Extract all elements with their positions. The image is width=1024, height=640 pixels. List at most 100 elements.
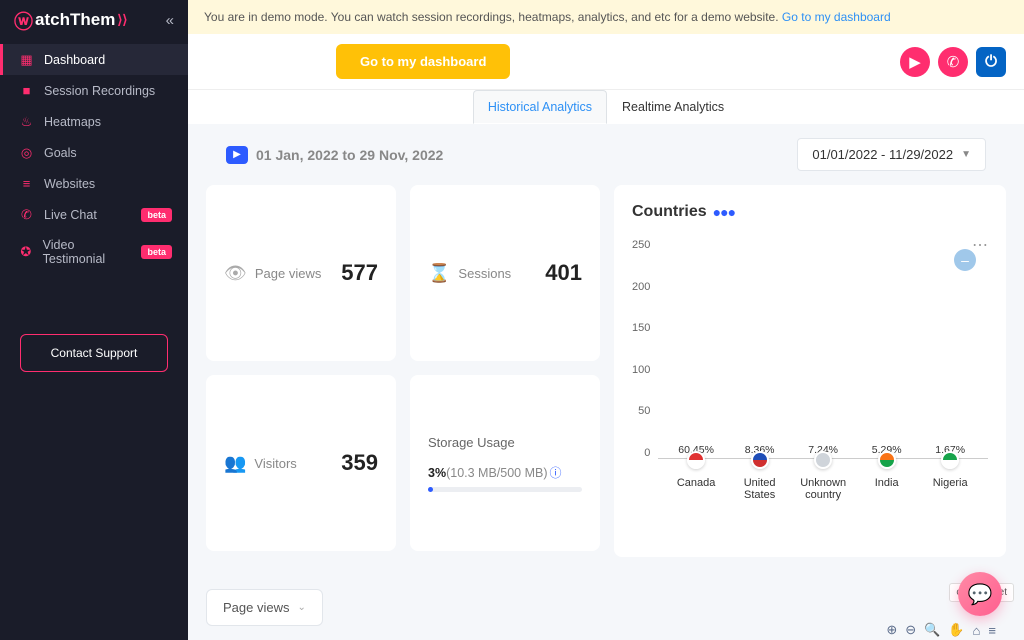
call-icon[interactable]: ✆	[938, 47, 968, 77]
sessions-value: 401	[545, 260, 582, 286]
zoom-out-icon[interactable]: ⊖	[905, 622, 916, 638]
countries-card: Countries ●●● ⋯ – 250200150100500 60.45%…	[614, 185, 1006, 557]
visitors-card: 👥 Visitors 359	[206, 375, 396, 551]
zoom-in-icon[interactable]: ⊕	[886, 622, 897, 638]
tab-historical-analytics[interactable]: Historical Analytics	[473, 90, 607, 124]
loading-dots-icon: ●●●	[713, 204, 735, 220]
chart-bar[interactable]: 5.29%	[859, 444, 915, 458]
flag-icon	[687, 451, 705, 469]
logo-icon: ⓦ	[14, 7, 33, 34]
menu-icon[interactable]: ≡	[988, 623, 996, 638]
chart-title-row: Countries ●●●	[632, 203, 988, 221]
stat-label: 👁 Page views	[224, 263, 321, 284]
x-axis-label: United States	[732, 477, 788, 501]
x-axis-label: India	[859, 477, 915, 501]
storage-detail: (10.3 MB/500 MB)	[446, 466, 547, 480]
sidebar-item-goals[interactable]: ◎ Goals	[0, 137, 188, 168]
chart-bar[interactable]: 7.24%	[795, 444, 851, 458]
page-views-value: 577	[341, 260, 378, 286]
chart-bar[interactable]: 8.36%	[732, 444, 788, 458]
top-icons: ▶ ✆ ⏻	[900, 47, 1006, 77]
hand-icon[interactable]: ✋	[948, 622, 964, 638]
sidebar-item-live-chat[interactable]: ✆Live Chatbeta	[0, 199, 188, 230]
page-views-card: 👁 Page views 577	[206, 185, 396, 361]
logo[interactable]: ⓦatchThem⟩⟩	[14, 7, 127, 34]
sidebar-item-dashboard[interactable]: ▦Dashboard	[0, 44, 188, 75]
x-axis-label: Canada	[668, 477, 724, 501]
go-to-dashboard-button[interactable]: Go to my dashboard	[336, 44, 510, 79]
eye-icon: 👁	[224, 263, 247, 284]
date-range-picker[interactable]: 01/01/2022 - 11/29/2022 ▼	[797, 138, 986, 171]
storage-title: Storage Usage	[428, 435, 582, 450]
analytics-tabs: Historical Analytics Realtime Analytics	[473, 90, 739, 124]
chat-widget-button[interactable]: 💬	[958, 572, 1002, 616]
x-axis-label: Unknown country	[795, 477, 851, 501]
play-badge-icon[interactable]: ▶	[226, 146, 248, 164]
visitors-value: 359	[341, 450, 378, 476]
chevron-down-icon: ▼	[961, 149, 971, 160]
flag-icon	[941, 451, 959, 469]
date-range-label: 01 Jan, 2022 to 29 Nov, 2022	[256, 147, 443, 163]
visitors-label: Visitors	[254, 456, 296, 471]
sidebar-item-label: Goals	[44, 146, 77, 160]
metric-select-label: Page views	[223, 600, 289, 615]
chart-area: 250200150100500 60.45% 8.36% 7.24% 5.29% 1.6…	[632, 239, 988, 459]
sidebar-item-session-recordings[interactable]: ■ Session Recordings	[0, 75, 188, 106]
server-icon: ≡	[19, 176, 34, 191]
sidebar-nav: ▦Dashboard ■ Session Recordings ♨Heatmaps…	[0, 40, 188, 274]
stat-label: 👥 Visitors	[224, 453, 297, 474]
sidebar-item-label: Websites	[44, 177, 95, 191]
sidebar-item-label: Heatmaps	[44, 115, 101, 129]
top-actions: Go to my dashboard ▶ ✆ ⏻	[188, 34, 1024, 89]
home-icon[interactable]: ⌂	[973, 623, 981, 638]
dashboard-icon: ▦	[19, 52, 34, 67]
content: 👁 Page views 577 ⌛ Sessions 401 👥 Visitors …	[188, 185, 1024, 575]
chat-icon: ✆	[19, 207, 34, 222]
metric-select[interactable]: Page views ⌄	[206, 589, 323, 626]
logo-row: ⓦatchThem⟩⟩ «	[0, 0, 188, 40]
brand-text: atchThem	[35, 10, 115, 30]
contact-support-button[interactable]: Contact Support	[20, 334, 168, 372]
collapse-sidebar-icon[interactable]: «	[166, 12, 174, 29]
banner-link[interactable]: Go to my dashboard	[782, 10, 891, 24]
chevron-down-icon: ⌄	[297, 602, 305, 613]
stats-grid: 👁 Page views 577 ⌛ Sessions 401 👥 Visitors …	[206, 185, 600, 557]
chart-bar[interactable]: 1.67%	[922, 444, 978, 458]
hourglass-icon: ⌛	[428, 263, 450, 284]
record-icon[interactable]: ▶	[900, 47, 930, 77]
sidebar-item-video-testimonial[interactable]: ✪ Video Testimonial beta	[0, 230, 188, 274]
sidebar-item-label: Session Recordings	[44, 84, 155, 98]
date-range-value: 01/01/2022 - 11/29/2022	[812, 147, 953, 162]
search-icon[interactable]: 🔍	[924, 622, 940, 638]
controls-row: ▶ 01 Jan, 2022 to 29 Nov, 2022 01/01/202…	[188, 124, 1024, 185]
stat-label: ⌛ Sessions	[428, 263, 511, 284]
x-axis-label: Nigeria	[922, 477, 978, 501]
sessions-label: Sessions	[458, 266, 511, 281]
sidebar-item-label: Live Chat	[44, 208, 97, 222]
power-icon[interactable]: ⏻	[976, 47, 1006, 77]
page-views-label: Page views	[255, 266, 321, 281]
tab-realtime-analytics[interactable]: Realtime Analytics	[607, 90, 739, 124]
sidebar-item-heatmaps[interactable]: ♨Heatmaps	[0, 106, 188, 137]
bars-zone: 60.45%8.36%7.24%5.29%1.67% CanadaUnited …	[658, 239, 988, 459]
storage-progress-fill	[428, 487, 433, 492]
video-icon: ■	[19, 83, 34, 98]
sidebar-item-label: Video Testimonial	[43, 238, 132, 266]
info-icon[interactable]: ⓘ	[550, 466, 562, 480]
main: You are in demo mode. You can watch sess…	[188, 0, 1024, 640]
chart-y-axis: 250200150100500	[632, 239, 658, 459]
flag-icon	[751, 451, 769, 469]
storage-progress	[428, 487, 582, 492]
mini-toolbar: ⊕ ⊖ 🔍 ✋ ⌂ ≡	[886, 622, 996, 638]
sidebar-item-websites[interactable]: ≡ Websites	[0, 168, 188, 199]
flag-icon	[814, 451, 832, 469]
support-wrap: Contact Support	[0, 334, 188, 372]
target-icon: ◎	[19, 145, 34, 160]
storage-percent: 3%	[428, 466, 446, 480]
usersue-icon: 👥	[224, 453, 246, 474]
chart-bars: 60.45% 8.36% 7.24% 5.29% 1.67%	[658, 239, 988, 459]
chart-bar[interactable]: 60.45%	[668, 444, 724, 458]
beta-badge: beta	[141, 245, 172, 259]
storage-line: 3%(10.3 MB/500 MB)ⓘ	[428, 464, 582, 481]
testimonial-icon: ✪	[19, 245, 33, 260]
